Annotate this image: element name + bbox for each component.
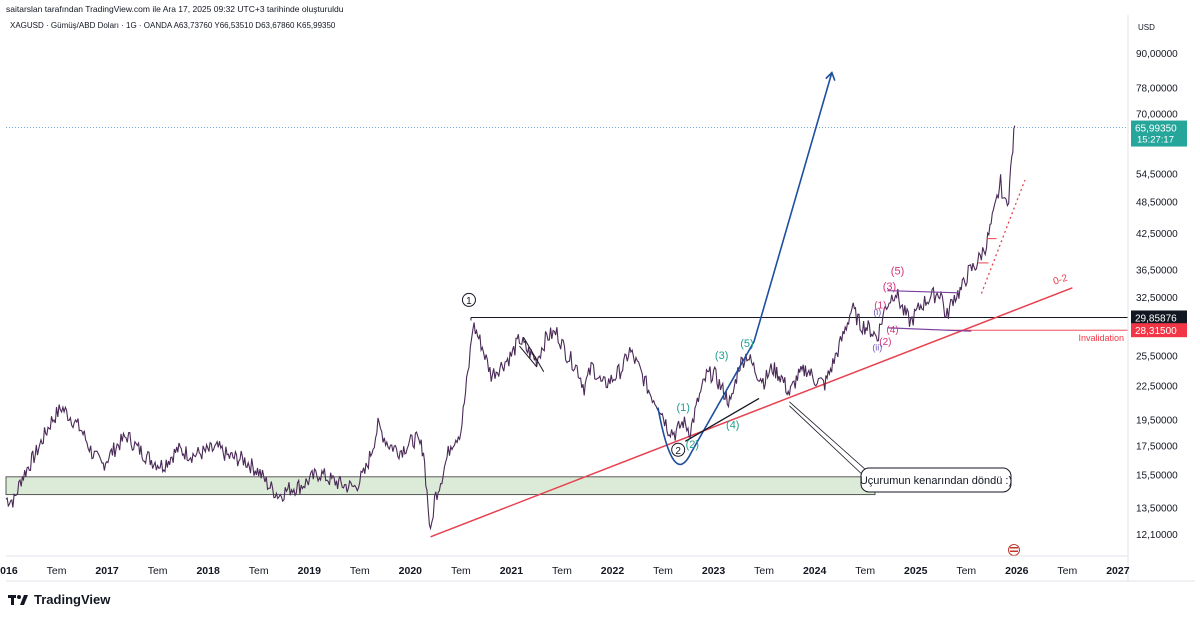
time-tick-label: Tem (552, 565, 572, 577)
price-tick-label: 42,50000 (1136, 229, 1178, 240)
us-flag-icon[interactable] (1008, 544, 1020, 556)
pink-wave-5: (5) (891, 266, 904, 278)
time-tick-label: 2027 (1106, 565, 1130, 577)
time-tick-label: 2023 (702, 565, 726, 577)
tradingview-logo-icon (8, 594, 28, 605)
level-value-resistance: 29,85876 (1135, 313, 1177, 324)
tradingview-logo-text: TradingView (34, 592, 111, 607)
teal-wave-4: (4) (726, 419, 739, 431)
price-tick-label: 48,50000 (1136, 197, 1178, 208)
time-tick-label: Tem (855, 565, 875, 577)
bar-countdown: 15:27:17 (1137, 135, 1174, 146)
trendline-0-2[interactable] (430, 287, 1073, 538)
teal-wave-5: (5) (740, 338, 753, 350)
wave-circle-1: 1 (466, 296, 472, 307)
time-tick-label: Tem (754, 565, 774, 577)
pink-wave-1: (1) (874, 301, 886, 312)
price-tick-label: 36,50000 (1136, 265, 1178, 276)
price-axis[interactable]: USD 90,00000 78,00000 70,00000 54,50000 48,50… (1127, 15, 1187, 581)
purple-wave-i: (i) (873, 307, 881, 317)
price-tick-label: 70,00000 (1136, 109, 1178, 120)
correction-line-b (519, 345, 538, 368)
price-tick-label: 22,50000 (1136, 381, 1178, 392)
purple-channel-bottom (887, 327, 972, 332)
time-tick-label: 2024 (803, 565, 827, 577)
price-tick-label: 13,50000 (1136, 504, 1178, 515)
time-axis[interactable]: 2016 Tem 2017 Tem 2018 Tem 2019 Tem 2020 Tem 2021 T… (0, 555, 1195, 582)
time-tick-label: 2022 (601, 565, 625, 577)
pink-wave-4: (4) (886, 325, 898, 336)
symbol-info[interactable]: XAGUSD · Gümüş/ABD Doları · 1G · OANDA A… (10, 21, 336, 30)
callout-text: Uçurumun kenarından döndü :) (860, 475, 1012, 487)
time-tick-label: Tem (148, 565, 168, 577)
time-tick-label: Tem (451, 565, 471, 577)
price-tick-label: 17,50000 (1136, 441, 1178, 452)
trendline-label: 0-2 (1052, 273, 1070, 288)
time-tick-label: 2021 (500, 565, 524, 577)
price-tick-label: 78,00000 (1136, 84, 1178, 95)
currency-label: USD (1138, 23, 1155, 32)
time-tick-label: Tem (249, 565, 269, 577)
wave-trend-segment (684, 397, 760, 442)
time-tick-label: 2026 (1005, 565, 1029, 577)
time-tick-label: 2025 (904, 565, 928, 577)
current-price-value: 65,99350 (1135, 124, 1177, 135)
price-tick-label: 12,10000 (1136, 530, 1178, 541)
current-price-badge[interactable] (1131, 120, 1187, 147)
time-tick-label: 2018 (196, 565, 220, 577)
pink-wave-3: (3) (883, 281, 896, 293)
price-tick-label: 54,50000 (1136, 169, 1178, 180)
price-tick-label: 32,50000 (1136, 293, 1178, 304)
wave-circle-2: 2 (675, 446, 681, 457)
correction-line-a (523, 336, 545, 373)
time-tick-label: Tem (350, 565, 370, 577)
price-tick-label: 25,50000 (1136, 351, 1178, 362)
time-tick-label: 2016 (0, 565, 18, 577)
time-tick-label: Tem (47, 565, 67, 577)
invalidation-label: Invalidation (1078, 333, 1124, 343)
purple-channel-top (887, 290, 959, 294)
level-badge-resistance[interactable] (1131, 310, 1187, 325)
wave-circle-1-ring (461, 292, 476, 307)
teal-wave-2: (2) (686, 439, 699, 451)
callout-pointer-a (789, 401, 867, 471)
level-value-invalidation: 28,31500 (1135, 326, 1177, 337)
price-tick-label: 15,50000 (1136, 471, 1178, 482)
time-tick-label: 2017 (95, 565, 119, 577)
purple-wave-ii: (ii) (872, 343, 882, 353)
time-tick-label: Tem (1057, 565, 1077, 577)
us-flag-stripe-a (1010, 547, 1018, 549)
chart-attribution: saitarslan tarafından TradingView.com il… (6, 4, 344, 14)
time-tick-label: Tem (653, 565, 673, 577)
tradingview-logo[interactable]: TradingView (8, 592, 110, 607)
price-tick-label: 19,50000 (1136, 416, 1178, 427)
wave-circle-2-ring (671, 442, 686, 457)
arrow-head-icon (825, 71, 836, 81)
price-series-line[interactable] (5, 125, 1016, 531)
price-tick-label: 90,00000 (1136, 49, 1178, 60)
projection-dotted-line (980, 179, 1026, 294)
level-badge-invalidation[interactable] (1131, 323, 1187, 338)
teal-wave-1: (1) (677, 402, 690, 414)
callout-box[interactable] (860, 467, 1012, 493)
pink-wave-2: (2) (879, 337, 891, 348)
teal-wave-3: (3) (715, 350, 728, 362)
time-tick-label: 2020 (399, 565, 423, 577)
time-tick-label: 2019 (298, 565, 322, 577)
callout-pointer-b (789, 405, 867, 479)
time-tick-label: Tem (956, 565, 976, 577)
projection-arrow-line[interactable] (657, 72, 833, 465)
us-flag-stripe-b (1010, 550, 1018, 552)
